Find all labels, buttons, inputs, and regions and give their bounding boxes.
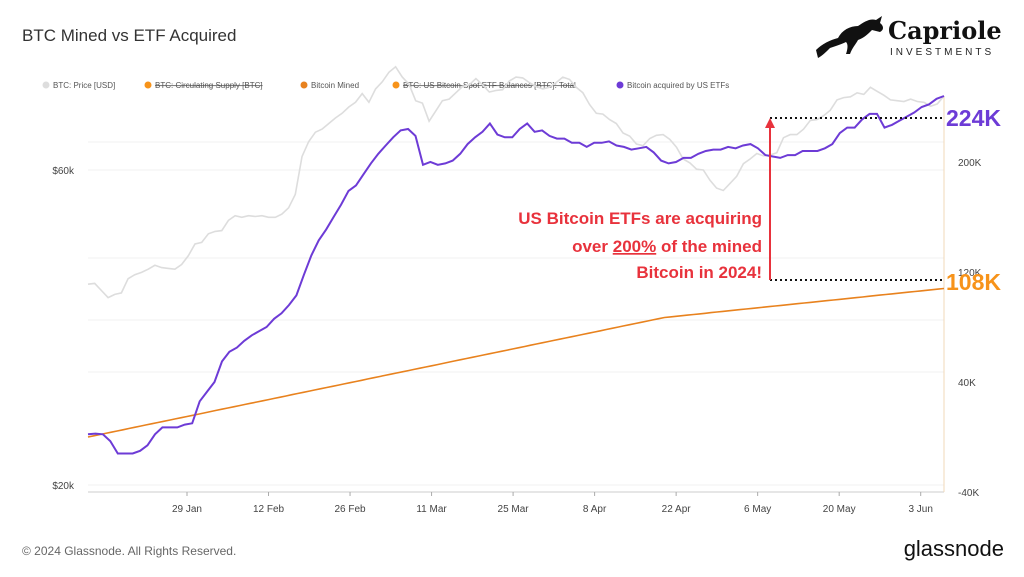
y-right-tick-label: 200K [958, 158, 982, 169]
legend-marker [616, 81, 624, 89]
y-right-tick-label: 40K [958, 378, 976, 389]
logo-subtitle: INVESTMENTS [890, 47, 995, 58]
legend: BTC: Price [USD] BTC: Circulating Supply … [42, 81, 729, 90]
grid-lines [88, 141, 944, 486]
legend-marker [392, 81, 400, 89]
x-tick-label: 6 May [744, 504, 771, 515]
y-left-tick-label: $60k [52, 166, 75, 177]
value-label-224k: 224K [946, 105, 1001, 131]
x-tick-label: 12 Feb [253, 504, 285, 515]
x-tick-label: 25 Mar [498, 504, 530, 515]
y-right-tick-label: 120K [958, 268, 982, 279]
horse-icon [816, 16, 883, 58]
capriole-logo: Capriole INVESTMENTS [812, 12, 1012, 62]
legend-label: BTC: Price [USD] [53, 81, 115, 90]
series-etf-acquired [87, 95, 945, 455]
x-tick-label: 26 Feb [334, 504, 366, 515]
annotation-arrowhead [765, 118, 775, 128]
value-label-108k: 108K [946, 269, 1001, 295]
annotation-line-2: over 200% of the mined [572, 237, 762, 256]
legend-marker [42, 81, 50, 89]
x-tick-label: 3 Jun [908, 504, 932, 515]
legend-label: Bitcoin Mined [311, 81, 359, 90]
x-tick-label: 29 Jan [172, 504, 202, 515]
legend-marker [144, 81, 152, 89]
legend-label: BTC: US Bitcoin Spot ETF Balances [BTC]:… [403, 81, 576, 90]
legend-label: BTC: Circulating Supply [BTC] [155, 81, 263, 90]
copyright-text: © 2024 Glassnode. All Rights Reserved. [22, 544, 237, 558]
y-left-tick-label: $20k [52, 481, 75, 492]
annotation: US Bitcoin ETFs are acquiring over 200% o… [518, 105, 1001, 295]
y-left-ticks: $60k $20k [52, 166, 75, 492]
legend-marker [300, 81, 308, 89]
series-btc-price [87, 65, 945, 299]
glassnode-logo: glassnode [903, 536, 1004, 561]
x-ticks: 29 Jan 12 Feb 26 Feb 11 Mar 25 Mar 8 Apr 22 Ap… [172, 492, 933, 515]
legend-label: Bitcoin acquired by US ETFs [627, 81, 729, 90]
x-tick-label: 11 Mar [416, 504, 447, 515]
logo-brand: Capriole [888, 16, 1002, 45]
x-tick-label: 20 May [823, 504, 856, 515]
page-title: BTC Mined vs ETF Acquired [22, 26, 237, 45]
series-bitcoin-mined [87, 287, 945, 438]
x-tick-label: 22 Apr [662, 504, 692, 515]
annotation-line-1: US Bitcoin ETFs are acquiring [518, 209, 762, 228]
y-right-tick-label: -40K [958, 488, 979, 499]
annotation-line-3: Bitcoin in 2024! [636, 263, 762, 282]
y-right-ticks: 200K 120K 40K -40K [958, 158, 982, 499]
x-tick-label: 8 Apr [583, 504, 607, 515]
